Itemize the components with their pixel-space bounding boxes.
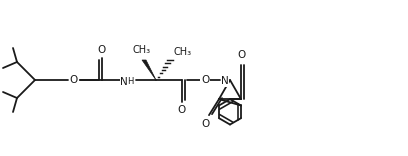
Text: O: O: [70, 75, 78, 85]
Text: O: O: [237, 50, 245, 60]
Text: O: O: [202, 119, 210, 129]
Text: CH₃: CH₃: [174, 47, 192, 57]
Text: O: O: [201, 75, 209, 85]
Text: O: O: [98, 45, 106, 55]
Text: H: H: [127, 78, 133, 86]
Text: CH₃: CH₃: [133, 45, 151, 55]
Text: N: N: [221, 76, 229, 86]
Polygon shape: [142, 60, 156, 80]
Text: N: N: [120, 77, 128, 87]
Text: O: O: [178, 105, 186, 115]
